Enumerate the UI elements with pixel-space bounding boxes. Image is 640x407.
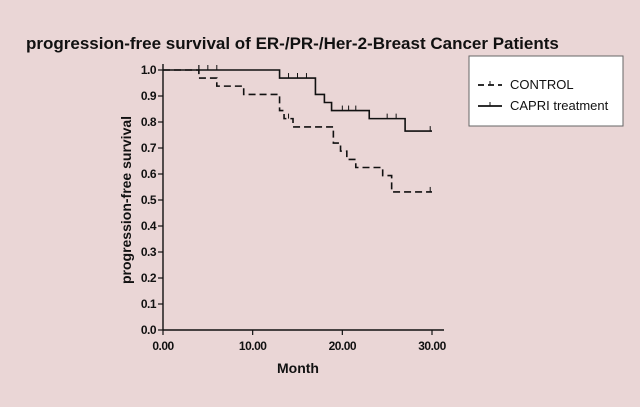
x-tick-label: 20.00 (329, 339, 357, 353)
y-tick-label: 0.5 (141, 193, 157, 207)
y-tick-label: 0.4 (141, 219, 157, 233)
x-axis-label: Month (277, 360, 319, 376)
y-axis-label: progression-free survival (118, 116, 134, 284)
series-line-control (163, 69, 432, 193)
x-tick-label: 30.00 (418, 339, 446, 353)
legend-label-capri: CAPRI treatment (510, 98, 609, 113)
legend: CONTROL CAPRI treatment (468, 55, 624, 127)
y-tick-label: 0.0 (141, 323, 157, 337)
legend-label-control: CONTROL (510, 77, 574, 92)
y-tick-label: 1.0 (141, 63, 157, 77)
y-tick-label: 0.6 (141, 167, 157, 181)
y-tick-label: 0.2 (141, 271, 157, 285)
y-tick-label: 0.7 (141, 141, 157, 155)
y-tick-label: 0.1 (141, 297, 157, 311)
y-tick-label: 0.3 (141, 245, 157, 259)
y-tick-label: 0.8 (141, 115, 157, 129)
series-line-capri (163, 69, 432, 132)
x-tick-label: 0.00 (152, 339, 174, 353)
chart-title: progression-free survival of ER-/PR-/Her… (26, 34, 559, 53)
legend-box (468, 55, 624, 127)
x-tick-label: 10.00 (239, 339, 267, 353)
y-tick-label: 0.9 (141, 89, 157, 103)
plot-area: 0.0 0.1 0.2 0.3 0.4 0.5 0.6 0.7 0.8 0.9 1.0 0.00 10.… (141, 63, 447, 353)
